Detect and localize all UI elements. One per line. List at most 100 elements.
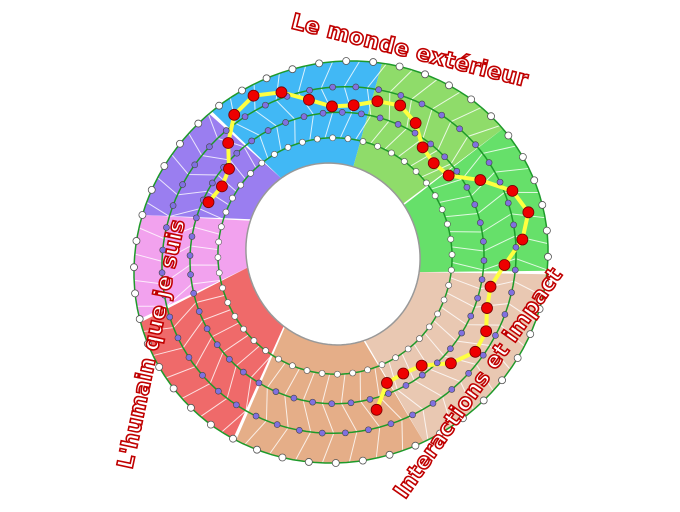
inner-node <box>480 257 488 264</box>
outer-node <box>253 445 261 454</box>
inner-node <box>448 386 456 393</box>
inner-node <box>365 426 372 434</box>
outer-node <box>526 330 535 339</box>
outer-node <box>411 441 420 450</box>
inner-ring-node <box>289 362 296 370</box>
inner-ring-node <box>303 367 311 374</box>
outer-node <box>395 62 404 71</box>
inner-node <box>179 181 186 188</box>
inner-ring-node <box>215 238 222 246</box>
inner-ring-node <box>231 312 239 320</box>
spoke <box>171 154 237 192</box>
inner-ring-node <box>447 235 455 243</box>
spoke <box>401 353 453 427</box>
inner-node <box>477 219 484 227</box>
spoke <box>388 361 429 441</box>
spoke <box>451 235 549 252</box>
inner-ring-node <box>412 168 420 175</box>
spoke <box>359 371 381 459</box>
inner-node <box>510 221 517 229</box>
inner-node <box>471 201 479 208</box>
path-node <box>480 325 493 338</box>
outer-node <box>135 315 144 323</box>
inner-node <box>402 382 410 389</box>
inner-node <box>472 141 479 148</box>
inner-node <box>453 167 461 175</box>
inner-node <box>496 178 504 186</box>
outer-node <box>143 339 152 348</box>
path-node <box>247 89 260 102</box>
outer-node <box>535 305 544 313</box>
inner-node <box>328 400 336 407</box>
inner-ring-node <box>247 170 254 177</box>
inner-node <box>273 421 281 428</box>
spoke <box>146 201 224 220</box>
inner-ring-node <box>314 135 321 143</box>
outer-node <box>331 459 340 467</box>
nodes <box>130 57 552 467</box>
outer-node <box>543 226 551 235</box>
outer-node <box>513 354 522 362</box>
inner-node <box>387 420 395 428</box>
spoke <box>221 354 273 433</box>
sector <box>142 113 282 220</box>
sector <box>403 128 549 273</box>
path-node <box>506 184 519 197</box>
inner-ring-node <box>275 355 282 363</box>
path-node <box>469 345 482 358</box>
inner-ring-node <box>401 158 408 165</box>
outer-node <box>176 139 184 148</box>
spoke <box>369 69 413 144</box>
inner-node <box>185 354 193 361</box>
inner-node <box>433 359 441 367</box>
path-node <box>381 377 393 389</box>
outer-node <box>487 112 495 121</box>
inner-node <box>188 233 196 240</box>
inner-node <box>492 332 499 339</box>
inner-ring-node <box>445 281 452 289</box>
outer-node <box>385 450 394 459</box>
path-node <box>416 141 429 154</box>
path-node <box>427 157 440 170</box>
outer-node <box>544 252 552 261</box>
inner-node <box>233 401 240 409</box>
outer-node <box>504 131 513 140</box>
outer-node <box>138 211 147 219</box>
inner-ring-node <box>416 335 423 342</box>
outer-node <box>369 58 378 66</box>
path-node <box>202 196 215 209</box>
inner-ring-node <box>448 266 455 274</box>
path-node <box>498 259 511 271</box>
outer-node <box>262 74 271 83</box>
spoke <box>374 367 404 451</box>
path-node <box>442 169 455 182</box>
spoke <box>413 343 475 410</box>
inner-node <box>465 369 472 377</box>
spoke <box>269 368 301 455</box>
spoke <box>340 373 358 463</box>
inner-node <box>467 312 475 320</box>
outer-node <box>132 237 141 245</box>
path-node <box>484 280 497 293</box>
outer-node <box>194 119 203 128</box>
path-node <box>522 206 535 219</box>
inner-node <box>501 311 509 318</box>
spoke <box>321 373 335 464</box>
inner-node <box>447 345 454 352</box>
inner-node <box>375 86 382 94</box>
inner-node <box>358 110 365 118</box>
inner-ring-node <box>214 254 222 261</box>
inner-node <box>419 371 426 379</box>
inner-ring-node <box>431 192 439 200</box>
path-node <box>347 99 360 112</box>
inner-node <box>347 399 355 407</box>
sector <box>353 63 503 204</box>
spoke <box>134 264 219 285</box>
inner-node <box>252 412 260 420</box>
inner-node <box>215 387 222 395</box>
spoke <box>143 294 226 333</box>
inner-node <box>226 355 233 363</box>
path-node <box>415 359 428 372</box>
inner-ring-node <box>240 325 247 333</box>
